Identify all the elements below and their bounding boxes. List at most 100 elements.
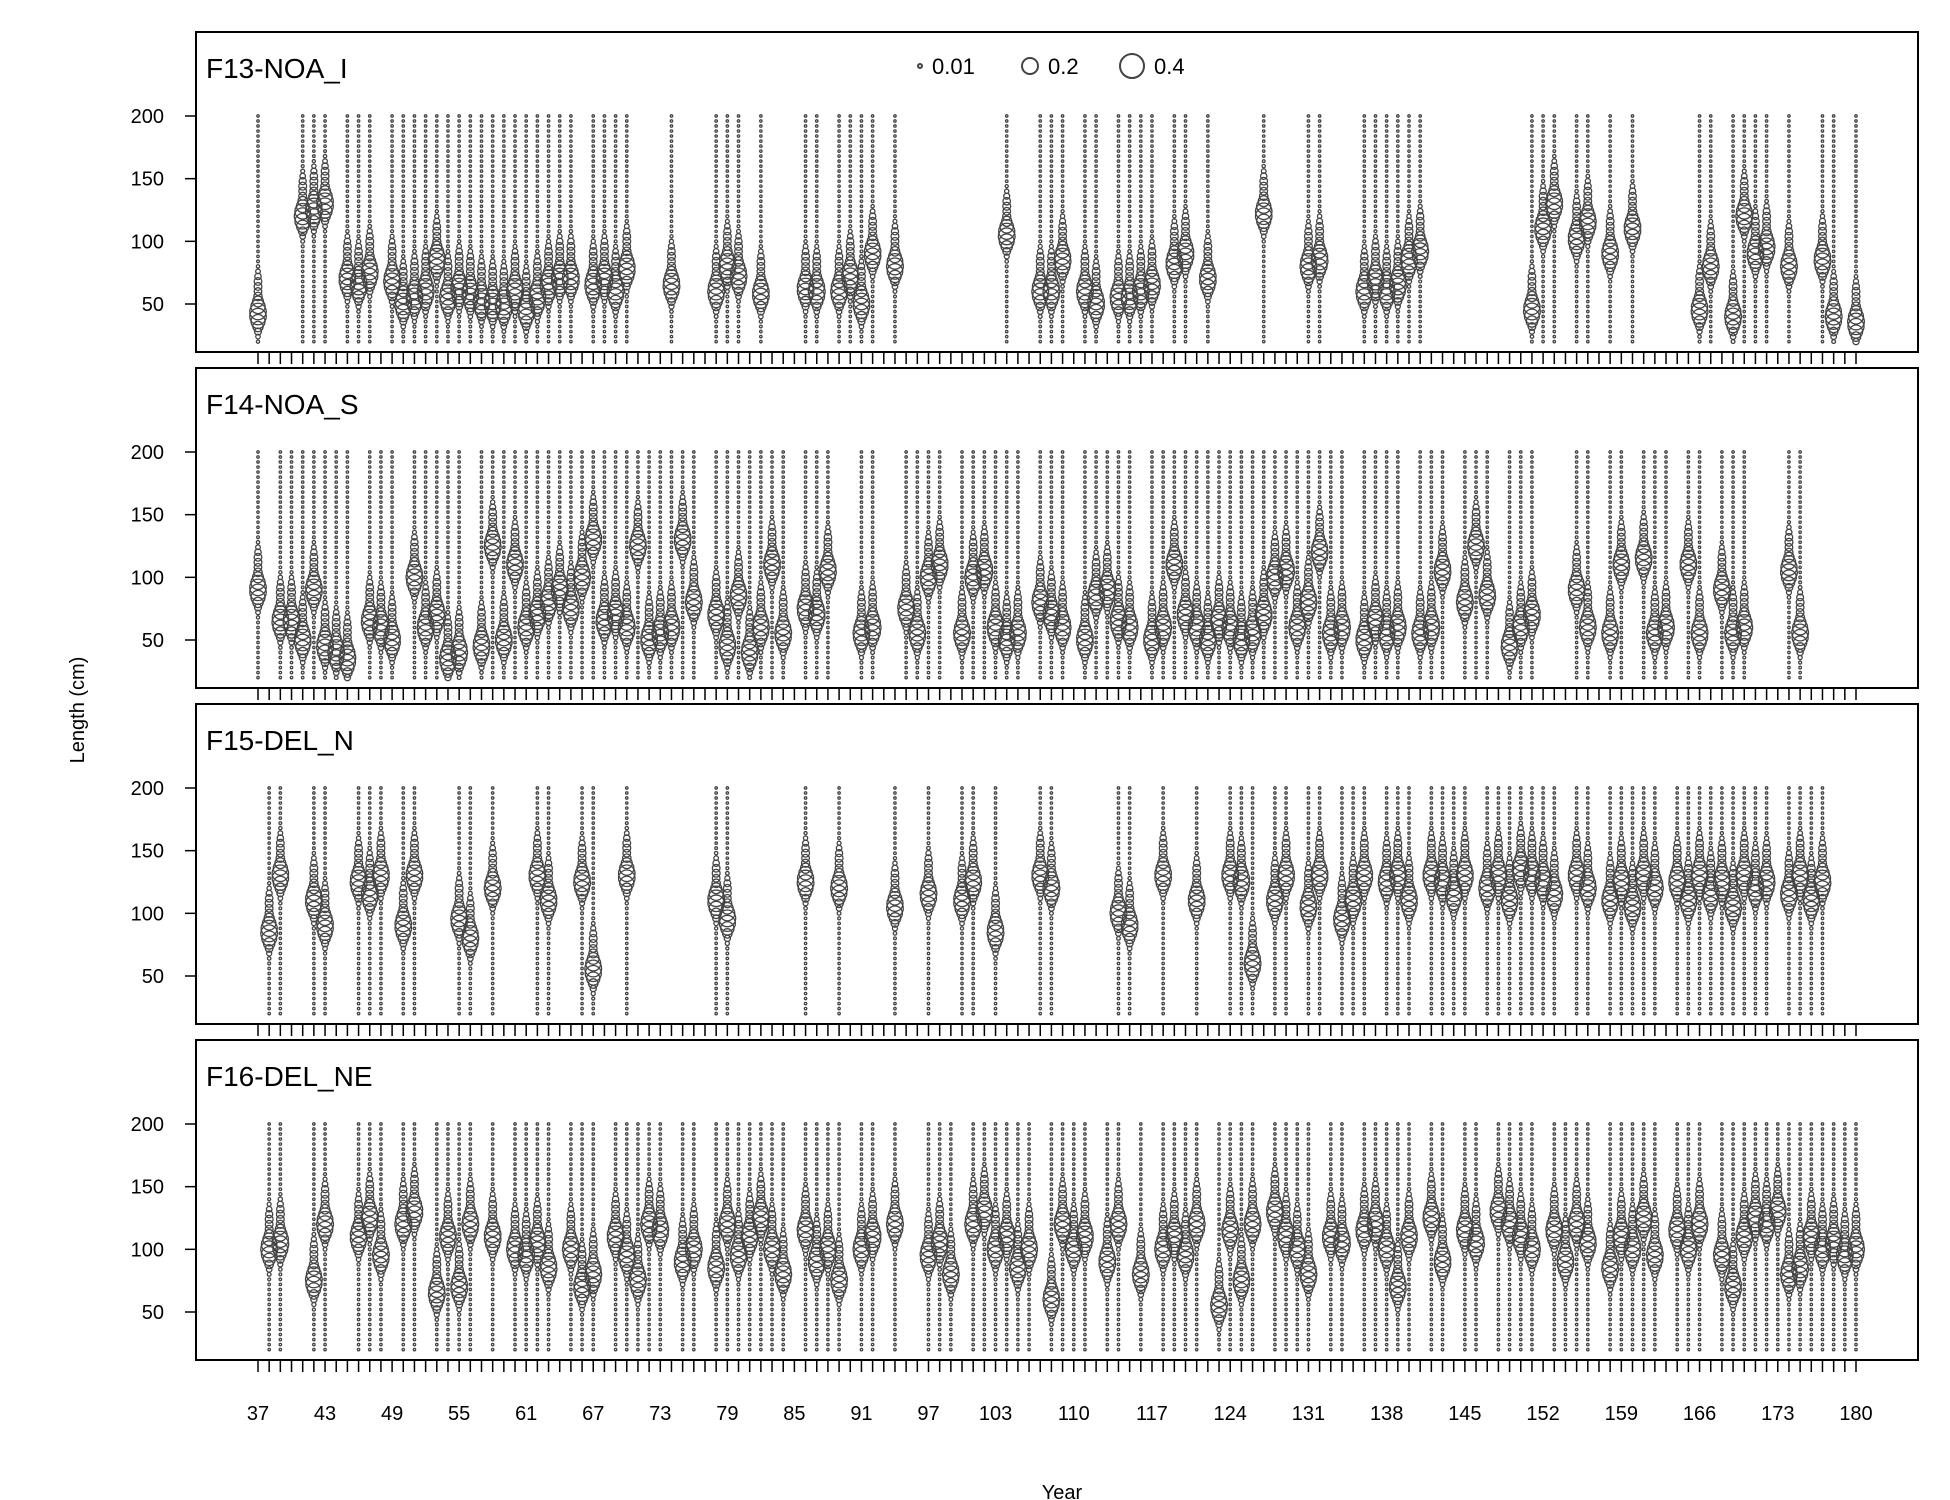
data-bubble bbox=[612, 308, 620, 315]
data-bubble bbox=[1731, 144, 1735, 148]
data-bubble bbox=[803, 144, 808, 148]
data-bubble bbox=[870, 304, 875, 309]
data-bubble bbox=[256, 625, 260, 630]
data-bubble bbox=[1813, 247, 1832, 266]
data-bubble bbox=[1183, 119, 1188, 123]
data-bubble bbox=[446, 179, 450, 184]
data-bubble bbox=[567, 233, 574, 240]
data-bubble bbox=[724, 288, 730, 294]
data-bubble bbox=[613, 124, 618, 128]
data-bubble bbox=[1183, 164, 1188, 168]
data-bubble bbox=[1034, 271, 1046, 282]
data-bubble bbox=[501, 214, 506, 219]
data-bubble bbox=[1049, 319, 1054, 324]
data-bubble bbox=[557, 144, 562, 148]
data-bubble bbox=[323, 144, 327, 148]
data-bubble bbox=[412, 329, 417, 334]
data-bubble bbox=[586, 290, 600, 303]
data-bubble bbox=[289, 545, 294, 550]
data-bubble bbox=[1373, 174, 1378, 179]
data-bubble bbox=[1742, 249, 1747, 254]
data-bubble bbox=[1418, 194, 1423, 199]
data-bubble bbox=[1541, 264, 1545, 269]
data-bubble bbox=[490, 229, 495, 234]
data-bubble bbox=[490, 650, 495, 655]
data-bubble bbox=[1552, 229, 1557, 234]
data-bubble bbox=[1049, 194, 1054, 199]
data-bubble bbox=[1116, 139, 1121, 143]
data-bubble bbox=[256, 234, 260, 239]
data-bubble bbox=[379, 670, 383, 675]
data-bubble bbox=[457, 149, 461, 153]
data-bubble bbox=[602, 184, 607, 189]
data-bubble bbox=[557, 194, 562, 199]
data-bubble bbox=[390, 154, 394, 158]
data-bubble bbox=[446, 460, 450, 464]
data-bubble bbox=[1206, 204, 1210, 209]
data-bubble bbox=[1004, 124, 1009, 128]
data-bubble bbox=[417, 288, 435, 305]
data-bubble bbox=[479, 334, 484, 339]
data-bubble bbox=[1708, 319, 1713, 324]
data-bubble bbox=[1630, 124, 1635, 128]
data-bubble bbox=[1742, 324, 1747, 329]
data-bubble bbox=[1094, 209, 1098, 214]
data-bubble bbox=[1183, 319, 1188, 324]
data-bubble bbox=[1362, 154, 1367, 158]
data-bubble bbox=[544, 256, 554, 266]
data-bubble bbox=[1004, 169, 1009, 173]
data-bubble bbox=[312, 149, 316, 153]
data-bubble bbox=[476, 266, 487, 276]
year-column bbox=[505, 114, 525, 344]
data-bubble bbox=[289, 470, 294, 474]
data-bubble bbox=[893, 299, 897, 304]
data-bubble bbox=[1787, 329, 1791, 334]
data-bubble bbox=[524, 129, 529, 133]
data-bubble bbox=[379, 465, 383, 469]
data-bubble bbox=[1261, 239, 1266, 244]
data-bubble bbox=[1820, 334, 1825, 339]
data-bubble bbox=[513, 334, 517, 339]
data-bubble bbox=[289, 485, 294, 489]
data-bubble bbox=[1094, 159, 1098, 163]
data-bubble bbox=[803, 149, 808, 153]
data-bubble bbox=[1541, 289, 1545, 294]
data-bubble bbox=[1168, 270, 1181, 283]
data-bubble bbox=[848, 139, 853, 143]
data-bubble bbox=[312, 309, 316, 314]
data-bubble bbox=[1753, 194, 1758, 199]
data-bubble bbox=[446, 490, 450, 494]
year-column bbox=[1165, 114, 1184, 344]
panel-title: F14-NOA_S bbox=[206, 389, 359, 420]
data-bubble bbox=[1585, 149, 1590, 153]
data-bubble bbox=[256, 620, 260, 625]
data-bubble bbox=[1708, 189, 1713, 194]
data-bubble bbox=[323, 470, 327, 474]
data-bubble bbox=[736, 179, 741, 184]
data-bubble bbox=[1742, 314, 1747, 319]
data-bubble bbox=[814, 144, 819, 148]
data-bubble bbox=[300, 264, 305, 269]
data-bubble bbox=[1038, 169, 1043, 173]
data-bubble bbox=[535, 324, 540, 329]
year-column bbox=[394, 114, 413, 344]
data-bubble bbox=[256, 670, 260, 675]
data-bubble bbox=[588, 246, 598, 256]
data-bubble bbox=[1261, 149, 1266, 153]
data-bubble bbox=[278, 665, 283, 670]
data-bubble bbox=[1138, 339, 1143, 344]
data-bubble bbox=[1094, 174, 1098, 179]
data-bubble bbox=[345, 119, 350, 123]
data-bubble bbox=[464, 275, 477, 288]
data-bubble bbox=[624, 299, 629, 304]
data-bubble bbox=[367, 450, 372, 454]
data-bubble bbox=[367, 545, 372, 550]
data-bubble bbox=[390, 675, 394, 680]
data-bubble bbox=[1730, 339, 1736, 345]
data-bubble bbox=[1150, 334, 1154, 339]
data-bubble bbox=[714, 119, 719, 123]
data-bubble bbox=[300, 114, 305, 118]
data-bubble bbox=[1695, 267, 1704, 276]
year-column bbox=[1355, 114, 1374, 344]
data-bubble bbox=[501, 550, 506, 555]
